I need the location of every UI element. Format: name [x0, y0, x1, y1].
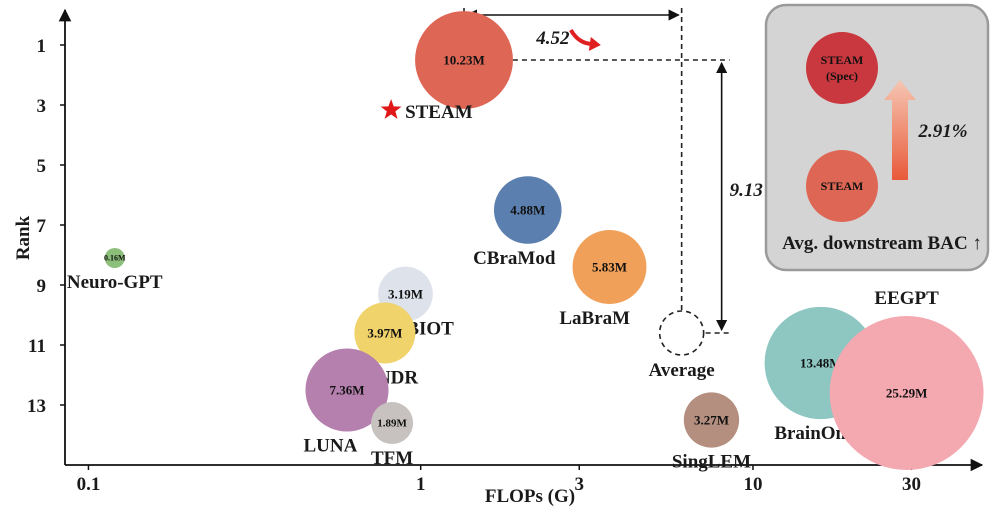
inset-panel: STEAM (Spec) STEAM 2.91% Avg. downstream… — [764, 3, 990, 272]
inset-steam-spec-bubble — [806, 32, 878, 104]
bubble-param-biot: 3.19M — [388, 286, 423, 301]
bubble-label-biot: BIOT — [406, 318, 454, 339]
y-tick-label: 5 — [37, 156, 47, 177]
x-tick-label: 1 — [416, 474, 426, 495]
bubble-steam — [415, 11, 513, 109]
bubble-param-bendr: 3.97M — [367, 325, 402, 340]
bubble-label-labram: LaBraM — [559, 308, 630, 329]
average-label: Average — [649, 360, 715, 381]
y-tick-label: 11 — [28, 336, 46, 357]
bubble-label-luna: LUNA — [303, 436, 357, 457]
x-tick-labels: 0.1 1 3 10 30 — [77, 465, 921, 495]
bubble-singlem — [683, 392, 740, 448]
up-arrow-icon — [884, 80, 916, 180]
y-axis-label: Rank — [13, 215, 34, 260]
y-tick-label: 1 — [37, 36, 47, 57]
star-icon — [380, 99, 402, 119]
bubble-label-tfm: TFM — [371, 448, 413, 469]
down-right-arrow-icon — [569, 28, 593, 46]
bubble-labram — [572, 230, 647, 304]
bubble-param-brainomni: 13.48M — [800, 355, 842, 370]
y-tick-label: 13 — [27, 396, 46, 417]
bubble-label-eegpt: EEGPT — [874, 288, 939, 309]
guide-lines: 4.52 9.13 Average — [463, 8, 787, 381]
inset-steam-spec-label-2: (Spec) — [826, 69, 858, 83]
inset-steam-bubble — [806, 150, 878, 222]
flops-gap-value: 4.52 — [535, 28, 570, 49]
bubble-param-labram: 5.83M — [592, 259, 627, 274]
bubble-param-neuro-gpt: 0.16M — [104, 254, 126, 263]
inset-caption: Avg. downstream BAC ↑ — [782, 233, 982, 254]
x-tick-label: 10 — [743, 474, 762, 495]
bubble-label-steam: STEAM — [405, 102, 473, 123]
y-tick-label: 3 — [37, 96, 47, 117]
bubble-param-tfm: 1.89M — [377, 418, 407, 430]
inset-gain-value: 2.91% — [917, 121, 967, 142]
x-tick-label: 3 — [574, 474, 584, 495]
bubble-eegpt — [829, 316, 984, 470]
x-tick-label: 30 — [902, 474, 921, 495]
average-marker — [658, 310, 705, 356]
bubble-param-steam: 10.23M — [443, 52, 485, 67]
bubble-luna — [305, 348, 389, 432]
bubble-neuro-gpt — [104, 248, 125, 268]
y-tick-label: 9 — [37, 276, 47, 297]
bubble-param-cbramod: 4.88M — [510, 202, 545, 217]
inset-steam-spec-label-1: STEAM — [821, 53, 864, 67]
bubble-tfm — [371, 401, 414, 445]
down-right-arrow-head — [588, 37, 601, 51]
axes — [58, 8, 984, 472]
bubble-param-singlem: 3.27M — [694, 412, 729, 427]
x-axis-label: FLOPs (G) — [485, 486, 575, 507]
bubble-bendr — [354, 302, 416, 364]
bubbles: 10.23M STEAM 4.88M CBraMod 5.83M LaBraM 0.16M N… — [67, 11, 984, 473]
y-tick-label: 7 — [37, 216, 47, 237]
bubble-label-singlem: SingLEM — [672, 452, 751, 473]
bubble-cbramod — [493, 176, 562, 244]
bubble-param-luna: 7.36M — [329, 382, 364, 397]
x-tick-label: 0.1 — [77, 474, 101, 495]
bubble-param-eegpt: 25.29M — [886, 385, 928, 400]
bubble-label-cbramod: CBraMod — [473, 248, 556, 269]
rank-gap-value: 9.13 — [730, 180, 763, 201]
inset-steam-label: STEAM — [821, 179, 864, 193]
bubble-label-neuro-gpt: Neuro-GPT — [67, 272, 163, 293]
